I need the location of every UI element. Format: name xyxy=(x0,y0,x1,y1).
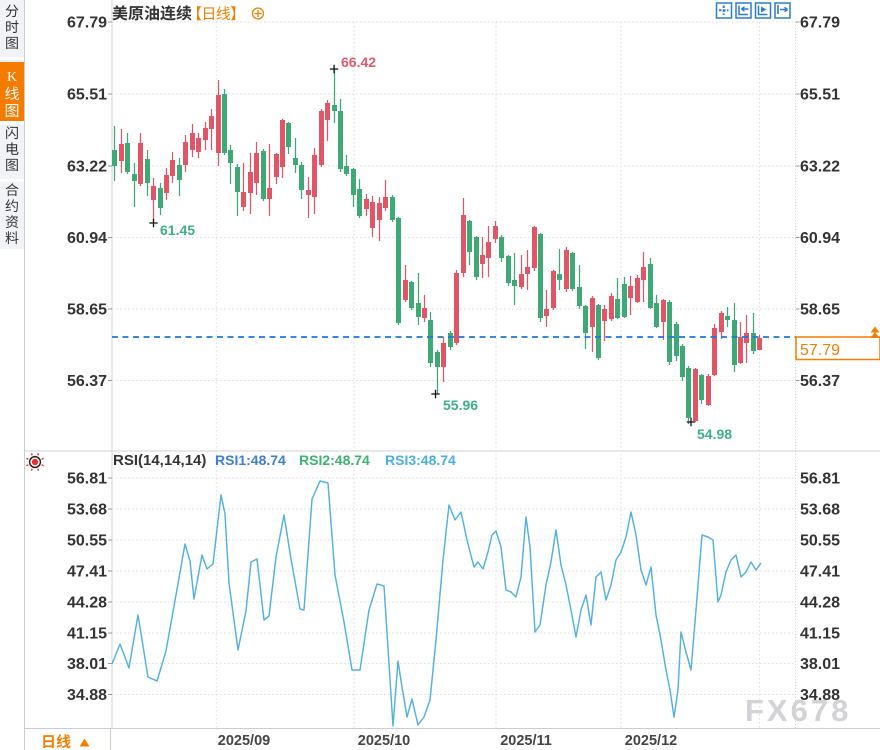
svg-text:67.79: 67.79 xyxy=(800,15,840,32)
svg-text:2025/11: 2025/11 xyxy=(500,733,552,749)
svg-text:56.81: 56.81 xyxy=(800,471,840,488)
svg-text:50.55: 50.55 xyxy=(800,533,840,550)
svg-text:41.15: 41.15 xyxy=(800,626,840,643)
svg-text:34.88: 34.88 xyxy=(800,687,840,704)
svg-text:44.28: 44.28 xyxy=(67,595,107,612)
svg-text:56.37: 56.37 xyxy=(800,373,840,390)
svg-text:54.98: 54.98 xyxy=(697,426,732,442)
svg-text:34.88: 34.88 xyxy=(67,687,107,704)
svg-text:K: K xyxy=(7,70,17,85)
svg-text:47.41: 47.41 xyxy=(800,564,840,581)
svg-text:38.01: 38.01 xyxy=(67,656,107,673)
svg-text:2025/12: 2025/12 xyxy=(625,733,677,749)
svg-text:53.68: 53.68 xyxy=(67,502,107,519)
svg-text:41.15: 41.15 xyxy=(67,626,107,643)
svg-text:63.22: 63.22 xyxy=(67,159,107,176)
svg-text:RSI(14,14,14): RSI(14,14,14) xyxy=(113,452,206,469)
svg-text:60.94: 60.94 xyxy=(800,230,840,247)
svg-text:FX678: FX678 xyxy=(745,693,851,728)
svg-text:63.22: 63.22 xyxy=(800,159,840,176)
svg-text:RSI2:48.74: RSI2:48.74 xyxy=(299,452,370,468)
svg-text:57.79: 57.79 xyxy=(800,342,840,359)
svg-text:56.37: 56.37 xyxy=(67,373,107,390)
svg-text:67.79: 67.79 xyxy=(67,15,107,32)
svg-text:58.65: 58.65 xyxy=(800,302,840,319)
svg-text:2025/09: 2025/09 xyxy=(218,733,270,749)
svg-text:60.94: 60.94 xyxy=(67,230,107,247)
svg-text:65.51: 65.51 xyxy=(67,87,107,104)
svg-text:44.28: 44.28 xyxy=(800,595,840,612)
svg-text:RSI1:48.74: RSI1:48.74 xyxy=(215,452,286,468)
svg-text:38.01: 38.01 xyxy=(800,656,840,673)
svg-text:61.45: 61.45 xyxy=(160,222,195,238)
svg-text:2025/10: 2025/10 xyxy=(358,733,410,749)
svg-text:55.96: 55.96 xyxy=(443,397,478,413)
svg-text:53.68: 53.68 xyxy=(800,502,840,519)
svg-text:RSI3:48.74: RSI3:48.74 xyxy=(385,452,456,468)
svg-text:47.41: 47.41 xyxy=(67,564,107,581)
svg-text:66.42: 66.42 xyxy=(341,54,376,70)
svg-text:50.55: 50.55 xyxy=(67,533,107,550)
svg-text:65.51: 65.51 xyxy=(800,87,840,104)
svg-text:58.65: 58.65 xyxy=(67,302,107,319)
svg-text:56.81: 56.81 xyxy=(67,471,107,488)
